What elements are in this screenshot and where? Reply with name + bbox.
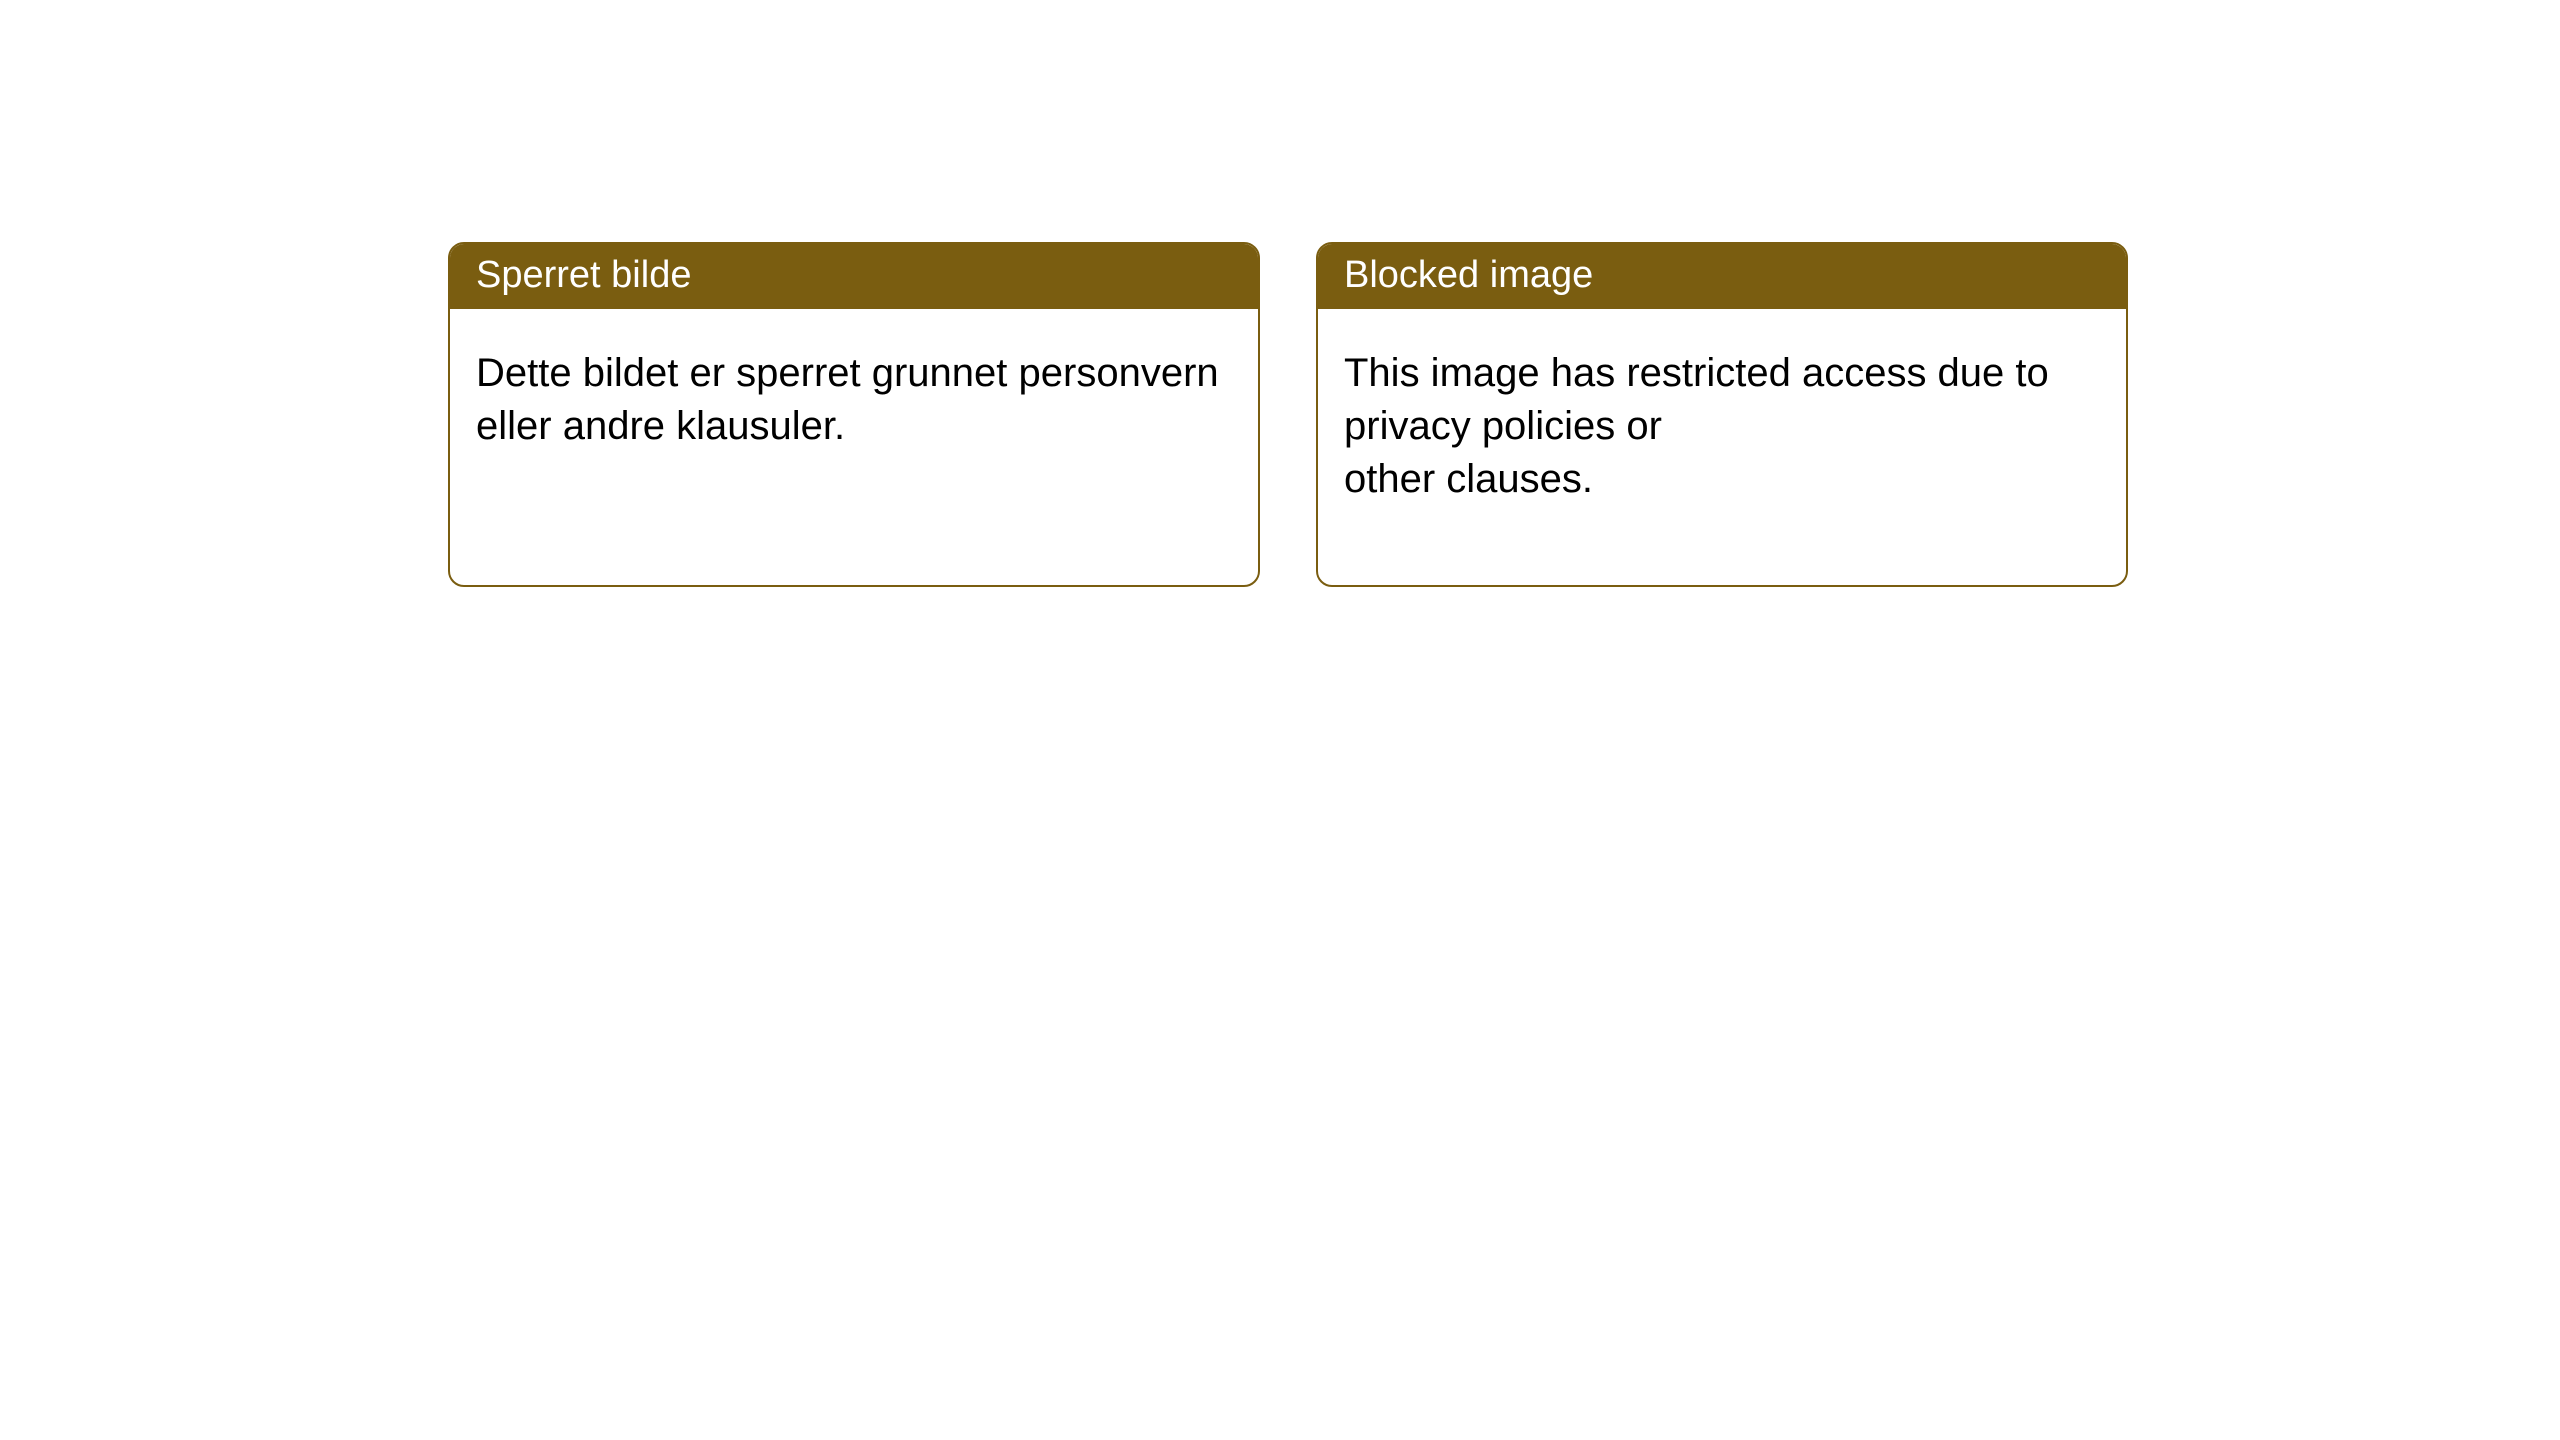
notice-header-english: Blocked image (1318, 244, 2126, 309)
notice-card-norwegian: Sperret bilde Dette bildet er sperret gr… (448, 242, 1260, 587)
notice-container: Sperret bilde Dette bildet er sperret gr… (0, 0, 2560, 587)
notice-body-english: This image has restricted access due to … (1318, 309, 2126, 585)
notice-body-norwegian: Dette bildet er sperret grunnet personve… (450, 309, 1258, 533)
notice-card-english: Blocked image This image has restricted … (1316, 242, 2128, 587)
notice-header-norwegian: Sperret bilde (450, 244, 1258, 309)
